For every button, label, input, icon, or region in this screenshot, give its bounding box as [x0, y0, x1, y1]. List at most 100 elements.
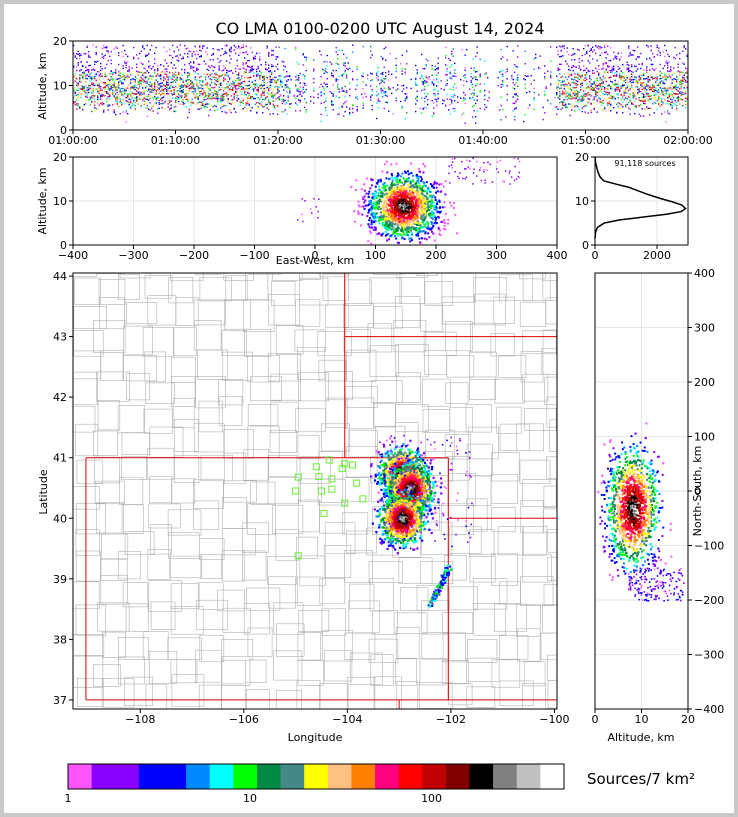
- source-point: [625, 97, 627, 99]
- source-point: [148, 53, 150, 55]
- source-point: [610, 76, 612, 78]
- source-point: [271, 96, 273, 98]
- source-point: [127, 97, 129, 99]
- source-point: [647, 84, 649, 87]
- source-point: [571, 78, 573, 80]
- source-point: [587, 94, 589, 96]
- source-point: [556, 106, 558, 108]
- source-point: [436, 98, 438, 101]
- source-point: [202, 103, 204, 105]
- source-point: [217, 93, 219, 96]
- source-point: [208, 76, 210, 78]
- source-point: [577, 100, 579, 103]
- source-point: [164, 85, 166, 87]
- source-point: [611, 81, 613, 83]
- density-cell: [360, 188, 363, 191]
- source-point: [401, 70, 403, 72]
- source-point: [641, 108, 643, 110]
- source-point: [572, 93, 574, 95]
- source-point: [235, 80, 237, 82]
- source-point: [143, 67, 145, 69]
- source-point: [599, 101, 601, 103]
- source-point: [131, 67, 133, 69]
- source-point: [122, 99, 124, 101]
- source-point: [254, 79, 256, 82]
- source-point: [635, 70, 637, 72]
- source-point: [89, 80, 91, 82]
- source-point: [148, 108, 150, 110]
- source-point: [220, 107, 222, 109]
- source-point: [584, 45, 586, 47]
- density-cell: [432, 201, 435, 204]
- source-point: [230, 58, 232, 60]
- source-point: [95, 53, 97, 56]
- source-point: [581, 60, 583, 62]
- source-point: [205, 84, 207, 86]
- source-point: [593, 83, 595, 86]
- source-point: [679, 81, 681, 83]
- density-cell: [415, 190, 418, 193]
- source-point: [188, 50, 190, 52]
- source-point: [406, 95, 408, 98]
- source-point: [254, 87, 256, 90]
- source-point: [289, 76, 291, 78]
- source-point: [583, 79, 585, 81]
- source-point: [544, 78, 546, 80]
- density-cell: [410, 223, 413, 226]
- source-point: [371, 108, 373, 111]
- source-point: [565, 107, 567, 109]
- source-point: [610, 97, 612, 100]
- source-point: [598, 65, 600, 67]
- source-point: [632, 97, 634, 99]
- density-cell: [357, 213, 360, 216]
- density-cell: [421, 226, 424, 229]
- source-point: [326, 114, 328, 116]
- density-cell: [383, 213, 386, 216]
- source-point: [244, 52, 246, 54]
- density-cell: [408, 237, 411, 240]
- source-point: [580, 99, 582, 101]
- source-point: [266, 103, 268, 106]
- source-point: [575, 96, 577, 98]
- source-point: [269, 70, 271, 72]
- source-point: [220, 60, 222, 62]
- source-point: [242, 102, 244, 104]
- density-cell: [422, 163, 425, 165]
- source-point: [92, 90, 94, 92]
- source-point: [136, 93, 138, 95]
- source-point: [616, 83, 618, 86]
- source-point: [194, 45, 196, 48]
- source-point: [133, 104, 135, 106]
- source-point: [125, 53, 127, 56]
- source-point: [128, 104, 130, 106]
- source-point: [286, 86, 288, 88]
- density-cell: [432, 183, 435, 186]
- source-point: [158, 91, 160, 93]
- source-point: [122, 111, 124, 113]
- source-point: [586, 83, 588, 85]
- source-point: [653, 96, 655, 98]
- source-point: [335, 51, 337, 53]
- source-point: [401, 106, 403, 108]
- source-point: [89, 84, 91, 87]
- source-point: [635, 85, 637, 87]
- source-point: [671, 99, 673, 101]
- source-point: [217, 58, 219, 60]
- source-point: [677, 63, 679, 65]
- source-point: [245, 51, 247, 53]
- source-point: [199, 94, 201, 97]
- source-point: [116, 102, 118, 105]
- source-point: [113, 95, 115, 97]
- source-point: [206, 86, 208, 88]
- source-point: [628, 85, 630, 87]
- density-cell: [391, 223, 394, 226]
- source-point: [233, 93, 235, 96]
- source-point: [175, 101, 177, 103]
- source-point: [143, 90, 145, 92]
- source-point: [626, 98, 628, 100]
- source-point: [343, 90, 345, 92]
- source-point: [254, 97, 256, 100]
- source-point: [140, 78, 142, 80]
- source-point: [313, 87, 315, 89]
- source-point: [506, 93, 508, 96]
